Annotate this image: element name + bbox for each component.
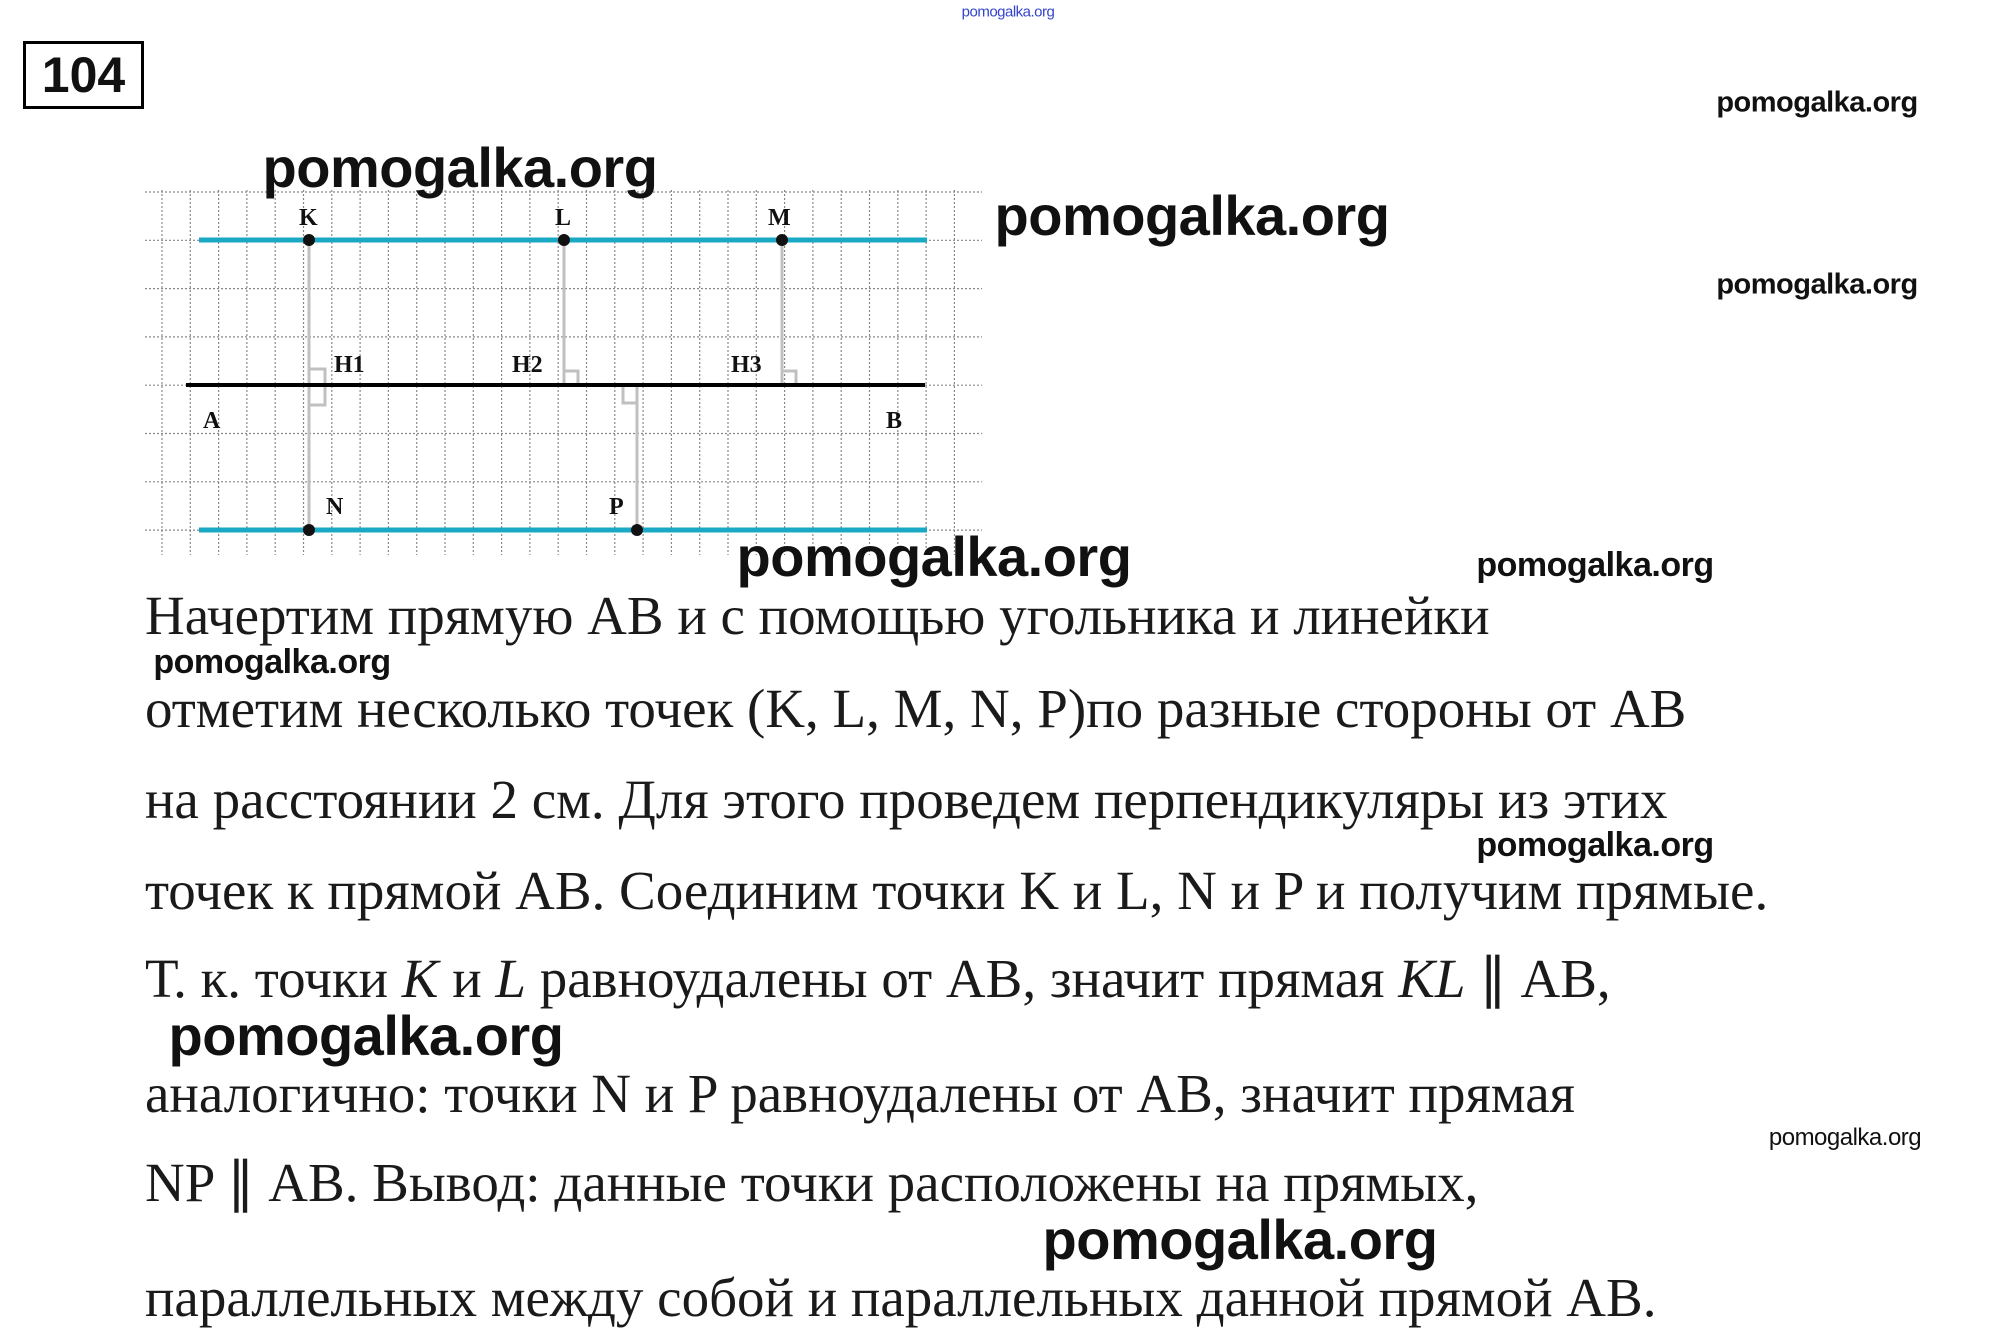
right-angle-mark	[621, 385, 637, 405]
watermark: pomogalka.org	[1768, 1124, 1922, 1151]
point-m	[776, 234, 788, 246]
text-line-3: на расстоянии 2 см. Для этого проведем п…	[145, 769, 1668, 830]
right-angle-mark	[309, 385, 327, 407]
text-line-6: аналогично: точки N и P равноудалены от …	[145, 1063, 1575, 1124]
label-h1: H1	[334, 352, 365, 378]
point-l	[558, 234, 570, 246]
watermark: pomogalka.org	[1476, 546, 1714, 584]
text-line-4: точек к прямой АВ. Соединим точки K и L,…	[145, 860, 1769, 921]
label-h2: H2	[512, 352, 543, 378]
label-h3: H3	[731, 352, 762, 378]
watermark: pomogalka.org	[1476, 826, 1714, 864]
watermark: pomogalka.org	[153, 643, 391, 681]
right-angle-mark	[782, 369, 798, 385]
text-italic-l: L	[495, 948, 526, 1009]
text-line-2: отметим несколько точек (K, L, M, N, P)п…	[145, 678, 1687, 739]
watermark: pomogalka.org	[736, 525, 1132, 588]
point-k	[303, 234, 315, 246]
point-n	[303, 524, 315, 536]
label-k: K	[299, 205, 318, 231]
watermark: pomogalka.org	[168, 1004, 564, 1067]
text-segment: ∥ АВ,	[1465, 948, 1611, 1009]
watermark: pomogalka.org	[1042, 1208, 1438, 1271]
text-line-1: Начертим прямую АВ и с помощью угольника…	[145, 585, 1490, 646]
text-italic-k: K	[401, 948, 439, 1009]
label-a: A	[203, 408, 221, 434]
geometry-diagram: K L M H1 H2 H3 A B N P	[145, 190, 982, 555]
problem-number: 104	[23, 41, 144, 109]
label-l: L	[555, 205, 571, 231]
text-line-5: Т. к. точки K и L равноудалены от АВ, зн…	[145, 951, 1611, 1006]
text-segment: равноудалены от АВ, значит прямая	[525, 948, 1399, 1009]
label-p: P	[609, 494, 624, 520]
watermark: pomogalka.org	[262, 136, 658, 199]
right-angle-mark	[564, 369, 580, 385]
text-line-7: NP ∥ АВ. Вывод: данные точки расположены…	[145, 1152, 1479, 1213]
label-n: N	[326, 494, 344, 520]
watermark: pomogalka.org	[1716, 268, 1918, 301]
label-b: B	[886, 408, 902, 434]
text-line-8: параллельных между собой и параллельных …	[145, 1267, 1657, 1328]
watermark: pomogalka.org	[1716, 86, 1918, 119]
point-p	[631, 524, 643, 536]
watermark: pomogalka.org	[994, 184, 1390, 247]
text-segment: Т. к. точки	[145, 948, 402, 1009]
watermark: pomogalka.org	[961, 3, 1055, 21]
text-segment: и	[438, 948, 496, 1009]
text-italic-kl: KL	[1398, 948, 1466, 1009]
right-angle-mark	[309, 367, 327, 385]
label-m: M	[768, 205, 791, 231]
